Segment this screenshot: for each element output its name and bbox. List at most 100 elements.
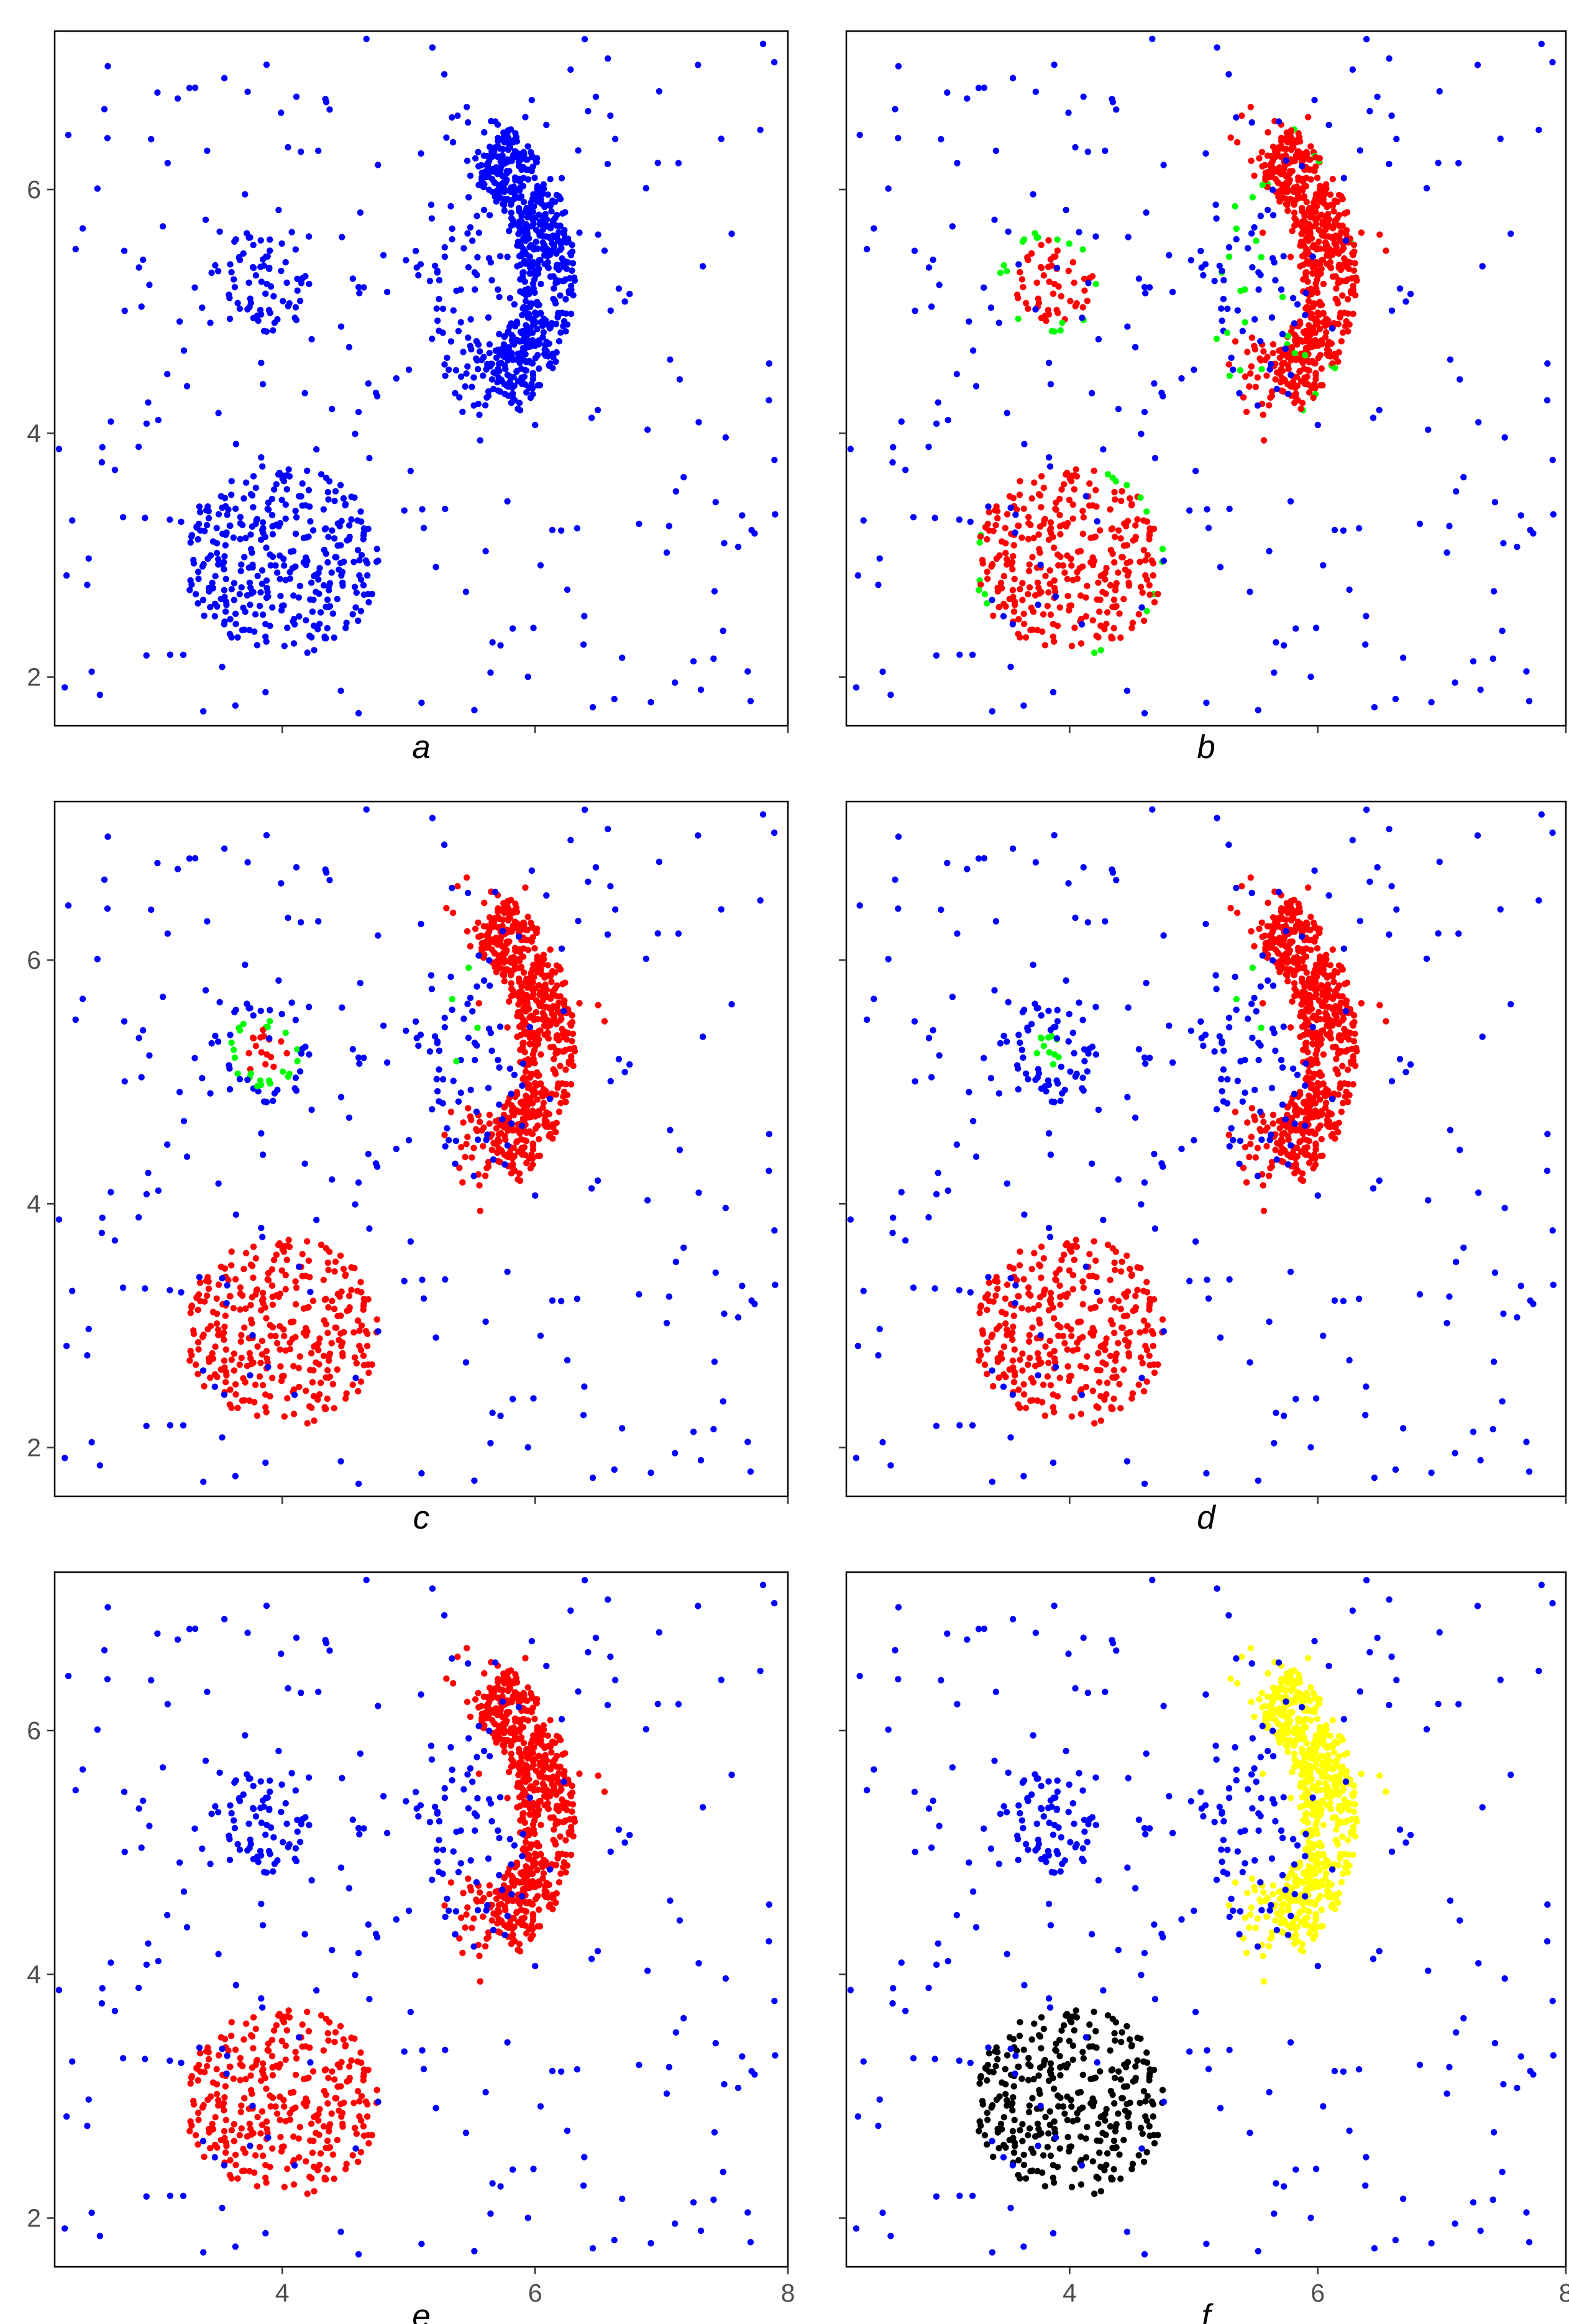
data-point (1102, 569, 1109, 577)
data-point (534, 1153, 541, 1160)
data-point (1040, 272, 1048, 279)
data-point (373, 393, 381, 400)
data-point (531, 1090, 539, 1097)
data-point (286, 1243, 293, 1250)
data-point (1280, 253, 1287, 260)
data-point (237, 1306, 244, 1313)
data-point (254, 1343, 261, 1350)
data-point (1138, 431, 1145, 437)
data-point (1017, 1356, 1023, 1363)
data-point (280, 1326, 287, 1333)
data-point (436, 1047, 443, 1054)
data-point (938, 135, 945, 143)
data-point (1322, 951, 1330, 958)
data-point (1280, 642, 1288, 649)
data-point (428, 986, 436, 992)
data-point (1322, 1104, 1329, 1111)
data-point (1213, 215, 1220, 222)
data-point (1061, 481, 1068, 488)
data-point (1259, 181, 1266, 188)
data-point (604, 931, 611, 938)
data-point (972, 383, 980, 390)
data-point (611, 1466, 618, 1473)
data-point (1477, 686, 1484, 693)
data-point (1059, 1090, 1066, 1097)
data-point (981, 284, 987, 291)
data-point (188, 1352, 195, 1358)
data-point (1086, 1045, 1093, 1052)
data-point (143, 652, 150, 659)
data-point (543, 1109, 550, 1116)
data-point (672, 1450, 679, 1457)
data-point (1348, 1060, 1355, 1067)
data-point (1213, 336, 1220, 342)
data-point (1020, 1054, 1027, 1061)
data-point (1289, 295, 1297, 301)
data-point (1132, 1306, 1139, 1314)
data-point (1211, 278, 1218, 285)
data-point (1112, 1374, 1118, 1381)
data-point (227, 1386, 234, 1393)
data-point (1306, 166, 1314, 173)
data-point (1287, 129, 1294, 136)
data-point (226, 1401, 234, 1408)
data-point (221, 495, 229, 501)
data-point (1371, 704, 1378, 711)
data-point (1069, 515, 1076, 522)
data-point (1237, 287, 1244, 295)
data-point (459, 408, 466, 415)
data-point (529, 1142, 537, 1149)
data-point (469, 237, 476, 244)
data-point (292, 246, 299, 253)
data-point (1129, 620, 1137, 626)
data-point (539, 1104, 546, 1111)
data-point (519, 1115, 527, 1122)
data-point (1284, 173, 1291, 180)
data-point (1068, 556, 1074, 562)
data-point (364, 560, 371, 567)
data-point (1332, 1121, 1338, 1128)
data-point (1143, 576, 1151, 583)
data-point (1535, 126, 1542, 134)
data-point (237, 567, 244, 575)
data-point (324, 624, 331, 632)
data-point (101, 876, 108, 883)
data-point (1306, 367, 1312, 374)
data-point (457, 1089, 464, 1096)
data-point (1455, 160, 1462, 167)
data-point (533, 966, 540, 974)
data-point (1045, 237, 1052, 244)
data-point (212, 573, 219, 580)
data-point (667, 356, 674, 363)
data-point (992, 147, 1000, 154)
data-point (1054, 236, 1061, 243)
data-point (239, 626, 246, 634)
data-point (1325, 1023, 1332, 1030)
data-point (1530, 530, 1537, 537)
data-point (734, 1314, 742, 1321)
data-point (564, 1356, 571, 1364)
data-point (535, 341, 542, 348)
data-point (322, 1406, 329, 1412)
data-point (550, 989, 557, 997)
data-point (1258, 149, 1266, 155)
data-point (278, 1010, 285, 1018)
data-point (282, 258, 289, 266)
data-point (1045, 454, 1053, 461)
data-point (263, 1409, 270, 1416)
data-point (1322, 218, 1330, 226)
data-point (487, 259, 494, 266)
data-point (250, 1274, 257, 1281)
data-point (1258, 919, 1266, 926)
data-point (1086, 1273, 1093, 1279)
data-point (441, 1132, 448, 1138)
data-point (1233, 236, 1240, 243)
data-point (1269, 186, 1276, 193)
data-point (449, 909, 457, 917)
data-point (531, 309, 539, 316)
data-point (286, 1346, 293, 1353)
data-point (1238, 112, 1245, 119)
data-point (1097, 1417, 1105, 1424)
data-point (1337, 313, 1344, 319)
data-point (1474, 62, 1481, 68)
